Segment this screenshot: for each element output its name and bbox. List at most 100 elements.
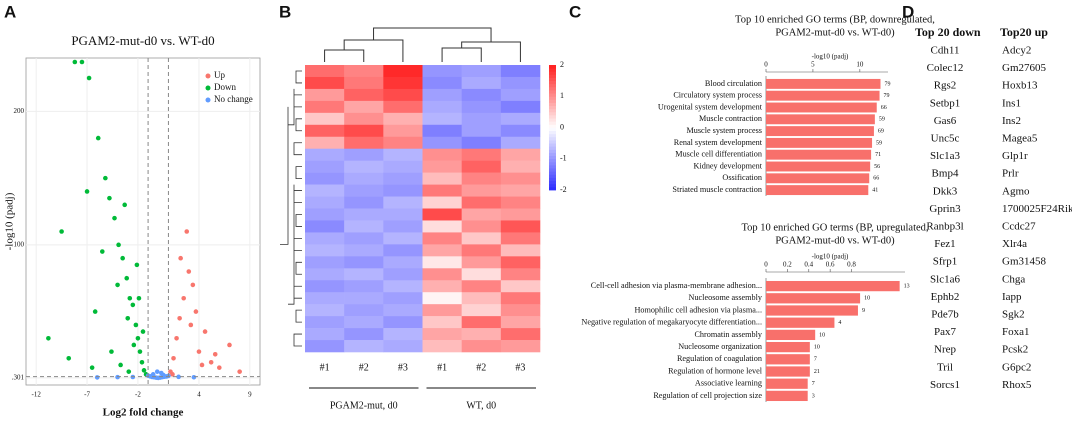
bar <box>766 317 835 328</box>
heat-cell <box>422 268 462 281</box>
heat-cell <box>344 136 384 150</box>
column-label: #2 <box>359 362 369 373</box>
table-header: Top20 up <box>1000 25 1048 39</box>
table-header: Top 20 down <box>915 25 981 39</box>
heat-cell <box>422 184 462 197</box>
heat-cell <box>305 256 345 269</box>
heat-cell <box>305 292 345 305</box>
point <box>120 255 125 261</box>
table-cell: Nrep <box>934 344 956 356</box>
heat-cell <box>383 160 423 173</box>
table-cell: Gas6 <box>934 115 957 127</box>
x-tick-label: 0.2 <box>783 261 792 269</box>
table-cell: Unc5c <box>931 133 960 145</box>
table-cell: Iapp <box>1002 291 1022 303</box>
bar <box>766 280 900 292</box>
table-cell: Pcsk2 <box>1002 344 1028 356</box>
table-cell: Cdh11 <box>931 45 960 57</box>
legend-label: Down <box>214 82 236 92</box>
heat-cell <box>305 76 345 90</box>
heat-cell <box>461 88 502 102</box>
point <box>103 175 108 181</box>
panel-letter: D <box>902 2 914 21</box>
legend-marker <box>205 97 211 103</box>
legend-label: Up <box>214 70 225 80</box>
table-cell: Gprin3 <box>929 203 961 215</box>
heat-cell <box>305 88 345 102</box>
heat-cell <box>422 328 462 341</box>
heat-cell <box>383 208 423 221</box>
column-label: #2 <box>476 362 486 373</box>
point <box>124 275 130 281</box>
count-label: 41 <box>872 187 878 193</box>
count-label: 10 <box>864 296 870 302</box>
y-tick-label: .301 <box>12 374 25 382</box>
heat-cell <box>305 304 345 317</box>
point <box>174 335 179 341</box>
bar <box>766 90 880 101</box>
colorbar-step <box>549 136 556 141</box>
column-label: #1 <box>437 362 447 373</box>
count-label: 66 <box>881 105 887 111</box>
point <box>126 369 132 374</box>
colorbar-step <box>549 90 556 94</box>
heat-cell <box>383 292 423 305</box>
point <box>140 329 146 334</box>
count-label: 79 <box>884 81 890 87</box>
point <box>170 372 175 377</box>
heat-cell <box>422 160 462 173</box>
x-tick-label: -12 <box>32 391 42 399</box>
table-cell: Gm27605 <box>1002 62 1047 74</box>
heat-cell <box>500 220 541 233</box>
heat-cell <box>344 184 384 197</box>
heat-cell <box>383 316 423 329</box>
point <box>190 282 196 288</box>
y-tick-label: Nucleosome organization <box>678 342 762 351</box>
bar <box>766 102 877 113</box>
chart-title: PGAM2-mut-d0 vs. WT-d0) <box>775 27 895 38</box>
heat-cell <box>305 244 345 257</box>
y-tick-label: Regulation of cell projection size <box>653 391 762 400</box>
colorbar-step <box>549 152 556 157</box>
heat-cell <box>500 172 541 185</box>
heat-cell <box>500 232 541 245</box>
x-tick-label: 4 <box>197 391 201 399</box>
table-cell: Slc1a6 <box>930 273 960 285</box>
heat-cell <box>422 304 462 317</box>
heat-cell <box>344 340 384 353</box>
y-tick-label: Negative regulation of megakaryocyte dif… <box>581 318 762 327</box>
heat-cell <box>383 280 423 293</box>
heat-cell <box>500 256 541 269</box>
heat-cell <box>305 208 345 221</box>
point <box>125 315 131 321</box>
table-cell: Adcy2 <box>1002 45 1031 57</box>
heat-cell <box>422 65 462 78</box>
heat-cell <box>344 172 384 185</box>
heat-cell <box>500 184 541 197</box>
heat-cell <box>344 88 384 102</box>
point <box>122 202 127 208</box>
colorbar-step <box>549 130 556 135</box>
heat-cell <box>344 112 384 126</box>
point <box>178 255 183 261</box>
x-axis-label: -log10 (padj) <box>812 53 849 61</box>
point <box>196 349 202 354</box>
x-tick-label: 0 <box>764 261 768 269</box>
y-tick-label: Associative learning <box>695 379 762 388</box>
heat-cell <box>422 232 462 245</box>
table-cell: Slc1a3 <box>930 150 960 162</box>
x-tick-label: 0.4 <box>804 261 813 269</box>
table-cell: Pde7b <box>931 309 959 321</box>
point <box>134 262 140 268</box>
table-cell: Sorcs1 <box>930 379 960 391</box>
bar <box>766 137 873 148</box>
heat-cell <box>383 76 423 90</box>
heat-cell <box>383 220 423 233</box>
heat-cell <box>461 208 502 221</box>
count-label: 79 <box>884 93 890 99</box>
table-cell: Foxa1 <box>1002 326 1030 338</box>
heat-cell <box>500 304 541 317</box>
table-cell: Sgk2 <box>1002 309 1025 321</box>
point <box>127 295 133 301</box>
point <box>86 75 92 81</box>
